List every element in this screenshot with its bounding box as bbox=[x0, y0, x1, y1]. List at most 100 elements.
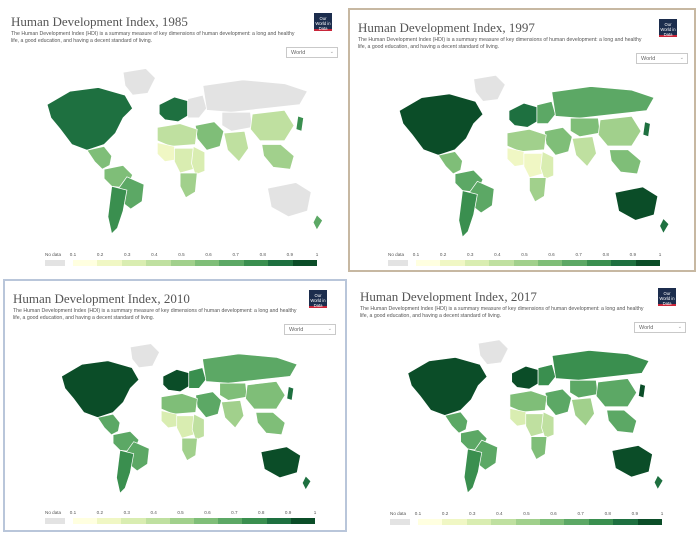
legend-nodata-label: No data bbox=[390, 511, 407, 516]
region-new-zealand[interactable] bbox=[659, 217, 670, 235]
region-europe-east[interactable] bbox=[187, 94, 208, 119]
region-west-africa[interactable] bbox=[156, 142, 177, 163]
region-japan[interactable] bbox=[638, 383, 646, 399]
legend-swatch bbox=[266, 518, 291, 524]
region-central-america[interactable] bbox=[437, 151, 463, 175]
region-south-asia[interactable] bbox=[571, 136, 597, 168]
world-map[interactable] bbox=[5, 335, 345, 507]
region-greenland[interactable] bbox=[129, 343, 160, 369]
legend-tick-label: 0.4 bbox=[151, 252, 158, 257]
region-east-africa[interactable] bbox=[540, 150, 554, 180]
region-central-asia[interactable] bbox=[569, 117, 601, 138]
owid-logo[interactable]: Our World in Data bbox=[658, 288, 676, 306]
region-north-america[interactable] bbox=[398, 93, 484, 156]
region-europe-east[interactable] bbox=[537, 364, 557, 386]
legend-tick-label: 0.6 bbox=[548, 252, 555, 257]
world-map[interactable] bbox=[3, 59, 342, 249]
region-new-zealand[interactable] bbox=[312, 214, 324, 231]
region-middle-east[interactable] bbox=[543, 126, 573, 156]
region-north-america[interactable] bbox=[46, 87, 134, 151]
region-north-africa[interactable] bbox=[506, 128, 547, 152]
owid-logo[interactable]: Our World in Data bbox=[659, 19, 677, 37]
region-japan[interactable] bbox=[295, 115, 305, 132]
region-north-africa[interactable] bbox=[509, 390, 548, 413]
region-australia[interactable] bbox=[614, 186, 659, 221]
region-south-asia[interactable] bbox=[571, 397, 595, 427]
region-north-africa[interactable] bbox=[160, 393, 198, 415]
region-selector[interactable]: World ⌄ bbox=[636, 53, 688, 64]
region-north-america[interactable] bbox=[407, 357, 488, 416]
region-central-america[interactable] bbox=[86, 145, 113, 170]
region-russia[interactable] bbox=[202, 79, 308, 113]
region-greenland[interactable] bbox=[473, 74, 506, 102]
region-russia[interactable] bbox=[551, 86, 655, 119]
region-greenland[interactable] bbox=[477, 339, 509, 365]
region-central-asia[interactable] bbox=[219, 382, 248, 401]
region-selector[interactable]: World ⌄ bbox=[284, 324, 336, 335]
world-map[interactable] bbox=[352, 331, 696, 507]
region-china[interactable] bbox=[250, 109, 295, 142]
region-south-asia[interactable] bbox=[221, 399, 245, 429]
region-japan[interactable] bbox=[286, 386, 295, 401]
region-south-america-south[interactable] bbox=[458, 190, 478, 238]
region-central-africa[interactable] bbox=[174, 147, 194, 174]
region-central-africa[interactable] bbox=[176, 415, 195, 439]
region-southern-africa[interactable] bbox=[179, 172, 198, 199]
region-east-africa[interactable] bbox=[541, 411, 555, 439]
region-middle-east[interactable] bbox=[195, 391, 222, 418]
region-australia[interactable] bbox=[267, 182, 312, 218]
region-central-america[interactable] bbox=[97, 413, 121, 436]
region-southeast-asia[interactable] bbox=[261, 144, 295, 170]
region-australia[interactable] bbox=[611, 445, 653, 478]
legend-tick-label: 0.7 bbox=[577, 511, 584, 516]
region-central-asia[interactable] bbox=[221, 111, 253, 132]
region-southern-africa[interactable] bbox=[529, 177, 547, 203]
region-new-zealand[interactable] bbox=[653, 474, 664, 491]
region-new-zealand[interactable] bbox=[301, 475, 312, 491]
region-east-africa[interactable] bbox=[191, 145, 206, 176]
region-southeast-asia[interactable] bbox=[608, 149, 642, 175]
region-middle-east[interactable] bbox=[194, 121, 225, 151]
region-middle-east[interactable] bbox=[544, 388, 572, 416]
legend-swatch bbox=[540, 519, 565, 525]
region-greenland[interactable] bbox=[122, 68, 156, 96]
region-central-africa[interactable] bbox=[523, 153, 543, 179]
region-south-america-south[interactable] bbox=[463, 448, 483, 494]
region-south-asia[interactable] bbox=[223, 130, 249, 163]
world-map[interactable] bbox=[350, 66, 694, 252]
region-southeast-asia[interactable] bbox=[606, 409, 638, 434]
region-central-africa[interactable] bbox=[525, 413, 544, 438]
region-europe-east[interactable] bbox=[536, 100, 556, 125]
region-southern-africa[interactable] bbox=[530, 436, 548, 460]
region-south-america-south[interactable] bbox=[107, 185, 128, 235]
region-west-africa[interactable] bbox=[160, 410, 179, 429]
region-central-asia[interactable] bbox=[569, 379, 599, 399]
region-europe-west[interactable] bbox=[158, 96, 189, 123]
legend-tick-label: 0.7 bbox=[232, 252, 239, 257]
region-southern-africa[interactable] bbox=[181, 437, 198, 462]
region-australia[interactable] bbox=[260, 446, 301, 479]
region-north-africa[interactable] bbox=[156, 123, 198, 147]
region-south-america-south[interactable] bbox=[116, 449, 135, 494]
region-europe-west[interactable] bbox=[162, 369, 190, 393]
region-china[interactable] bbox=[595, 378, 638, 408]
legend-swatch bbox=[97, 518, 122, 524]
owid-logo[interactable]: Our World in Data bbox=[309, 290, 327, 308]
region-central-america[interactable] bbox=[444, 411, 469, 434]
region-east-africa[interactable] bbox=[191, 413, 205, 441]
region-selector[interactable]: World ⌄ bbox=[286, 47, 338, 58]
region-china[interactable] bbox=[245, 381, 286, 410]
region-china[interactable] bbox=[597, 115, 642, 147]
region-japan[interactable] bbox=[642, 121, 651, 138]
region-west-africa[interactable] bbox=[509, 408, 528, 427]
region-europe-west[interactable] bbox=[508, 102, 538, 128]
region-russia[interactable] bbox=[202, 353, 298, 384]
region-europe-west[interactable] bbox=[511, 365, 539, 390]
region-southeast-asia[interactable] bbox=[255, 412, 286, 436]
owid-logo[interactable]: Our World in Data bbox=[314, 13, 332, 31]
region-europe-east[interactable] bbox=[188, 367, 207, 389]
region-selector[interactable]: World ⌄ bbox=[634, 322, 686, 333]
region-west-africa[interactable] bbox=[506, 147, 527, 167]
region-russia[interactable] bbox=[551, 350, 650, 381]
region-north-america[interactable] bbox=[61, 360, 140, 418]
